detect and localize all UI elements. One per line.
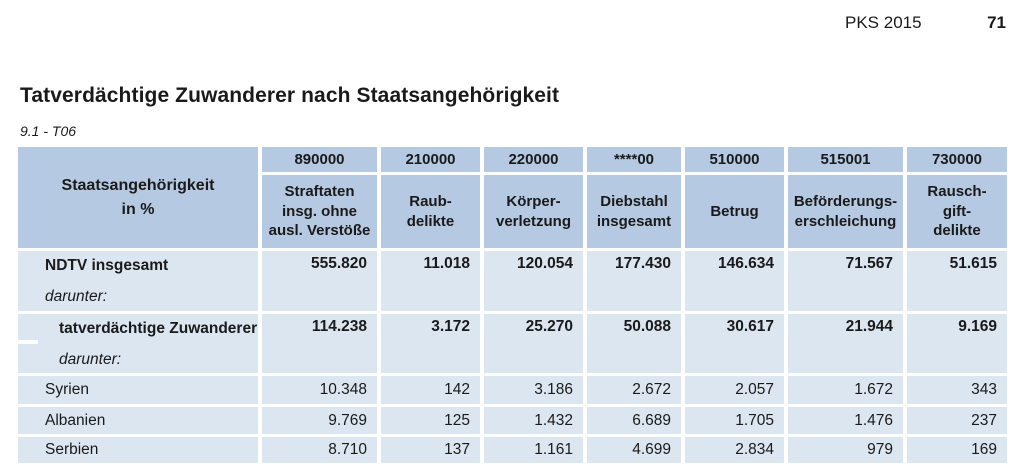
column-header-straftaten: Straftaten insg. ohne ausl. Verstöße — [262, 175, 377, 248]
value-cell: 237 — [907, 407, 1007, 434]
value-cell: 51.615 — [907, 251, 1007, 311]
value-cell: 979 — [788, 437, 903, 463]
value-cell: 177.430 — [587, 251, 681, 311]
column-header-koerperverletzung: Körper- verletzung — [484, 175, 583, 248]
column-header-betrug: Betrug — [685, 175, 784, 248]
value-cell: 1.476 — [788, 407, 903, 434]
row-label-text: NDTV insgesamt — [45, 257, 169, 274]
row-label-syrien: Syrien — [18, 376, 258, 404]
row-sublabel-darunter: darunter: — [59, 351, 122, 368]
key-code-cell: 890000 — [262, 147, 377, 172]
row-label-text: tatverdächtige Zuwanderer — [59, 320, 258, 337]
value-cell: 125 — [381, 407, 480, 434]
value-cell: 1.672 — [788, 376, 903, 404]
key-code-cell: 730000 — [907, 147, 1007, 172]
column-header-befoerderungserschleichung: Beförderungs- erschleichung — [788, 175, 903, 248]
value-cell: 10.348 — [262, 376, 377, 404]
document-label: PKS 2015 — [845, 13, 922, 32]
value-cell: 3.186 — [484, 376, 583, 404]
value-cell: 30.617 — [685, 314, 784, 373]
value-cell: 1.161 — [484, 437, 583, 463]
value-cell: 146.634 — [685, 251, 784, 311]
key-code-cell: 510000 — [685, 147, 784, 172]
row-label-albanien: Albanien — [18, 407, 258, 434]
value-cell: 120.054 — [484, 251, 583, 311]
value-cell: 3.172 — [381, 314, 480, 373]
value-cell: 71.567 — [788, 251, 903, 311]
column-header-staatsangehoerigkeit: Staatsangehörigkeit in % — [18, 147, 258, 248]
row-sublabel-darunter: darunter: — [45, 288, 108, 305]
column-header-diebstahl: Diebstahl insgesamt — [587, 175, 681, 248]
value-cell: 4.699 — [587, 437, 681, 463]
value-cell: 2.057 — [685, 376, 784, 404]
key-code-cell: 210000 — [381, 147, 480, 172]
row-label-ndtv-insgesamt: NDTV insgesamt darunter: — [18, 251, 258, 311]
value-cell: 50.088 — [587, 314, 681, 373]
value-cell: 11.018 — [381, 251, 480, 311]
value-cell: 114.238 — [262, 314, 377, 373]
column-header-raubdelikte: Raub- delikte — [381, 175, 480, 248]
key-code-cell: 515001 — [788, 147, 903, 172]
value-cell: 1.705 — [685, 407, 784, 434]
value-cell: 137 — [381, 437, 480, 463]
value-cell: 2.834 — [685, 437, 784, 463]
column-header-rauschgiftdelikte: Rausch- gift- delikte — [907, 175, 1007, 248]
value-cell: 25.270 — [484, 314, 583, 373]
value-cell: 9.169 — [907, 314, 1007, 373]
value-cell: 343 — [907, 376, 1007, 404]
value-cell: 9.769 — [262, 407, 377, 434]
key-code-cell: 220000 — [484, 147, 583, 172]
row-label-serbien: Serbien — [18, 437, 258, 463]
key-code-cell: ****00 — [587, 147, 681, 172]
page-number: 71 — [987, 13, 1006, 32]
value-cell: 142 — [381, 376, 480, 404]
value-cell: 169 — [907, 437, 1007, 463]
value-cell: 6.689 — [587, 407, 681, 434]
row-label-tatverdaechtige-zuwanderer: tatverdächtige Zuwanderer darunter: — [18, 314, 258, 373]
value-cell: 555.820 — [262, 251, 377, 311]
statistics-table: Staatsangehörigkeit in % 890000 210000 2… — [18, 147, 1007, 463]
value-cell: 8.710 — [262, 437, 377, 463]
table-reference: 9.1 - T06 — [20, 123, 77, 139]
value-cell: 2.672 — [587, 376, 681, 404]
page-title: Tatverdächtige Zuwanderer nach Staatsang… — [20, 84, 560, 107]
cell-divider-notch — [18, 340, 38, 344]
value-cell: 21.944 — [788, 314, 903, 373]
value-cell: 1.432 — [484, 407, 583, 434]
